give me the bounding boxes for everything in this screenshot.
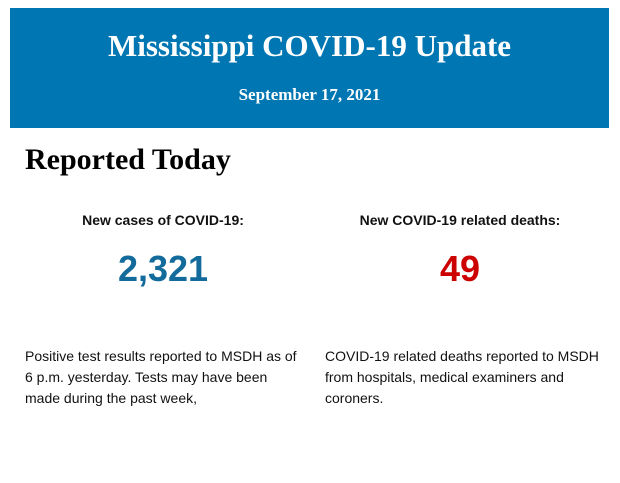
cases-description: Positive test results reported to MSDH a…	[25, 348, 297, 406]
deaths-label: New COVID-19 related deaths:	[359, 212, 561, 228]
header-banner: Mississippi COVID-19 Update September 17…	[10, 8, 609, 128]
cases-value: 2,321	[117, 248, 209, 289]
report-date: September 17, 2021	[238, 85, 381, 104]
section-title: Reported Today	[25, 143, 231, 176]
deaths-stat: New COVID-19 related deaths: 49	[310, 212, 610, 290]
deaths-value: 49	[439, 248, 481, 289]
cases-label: New cases of COVID-19:	[82, 212, 244, 228]
page-title: Mississippi COVID-19 Update	[107, 28, 512, 63]
cases-stat: New cases of COVID-19: 2,321	[13, 212, 313, 290]
deaths-description: COVID-19 related deaths reported to MSDH…	[325, 348, 599, 406]
